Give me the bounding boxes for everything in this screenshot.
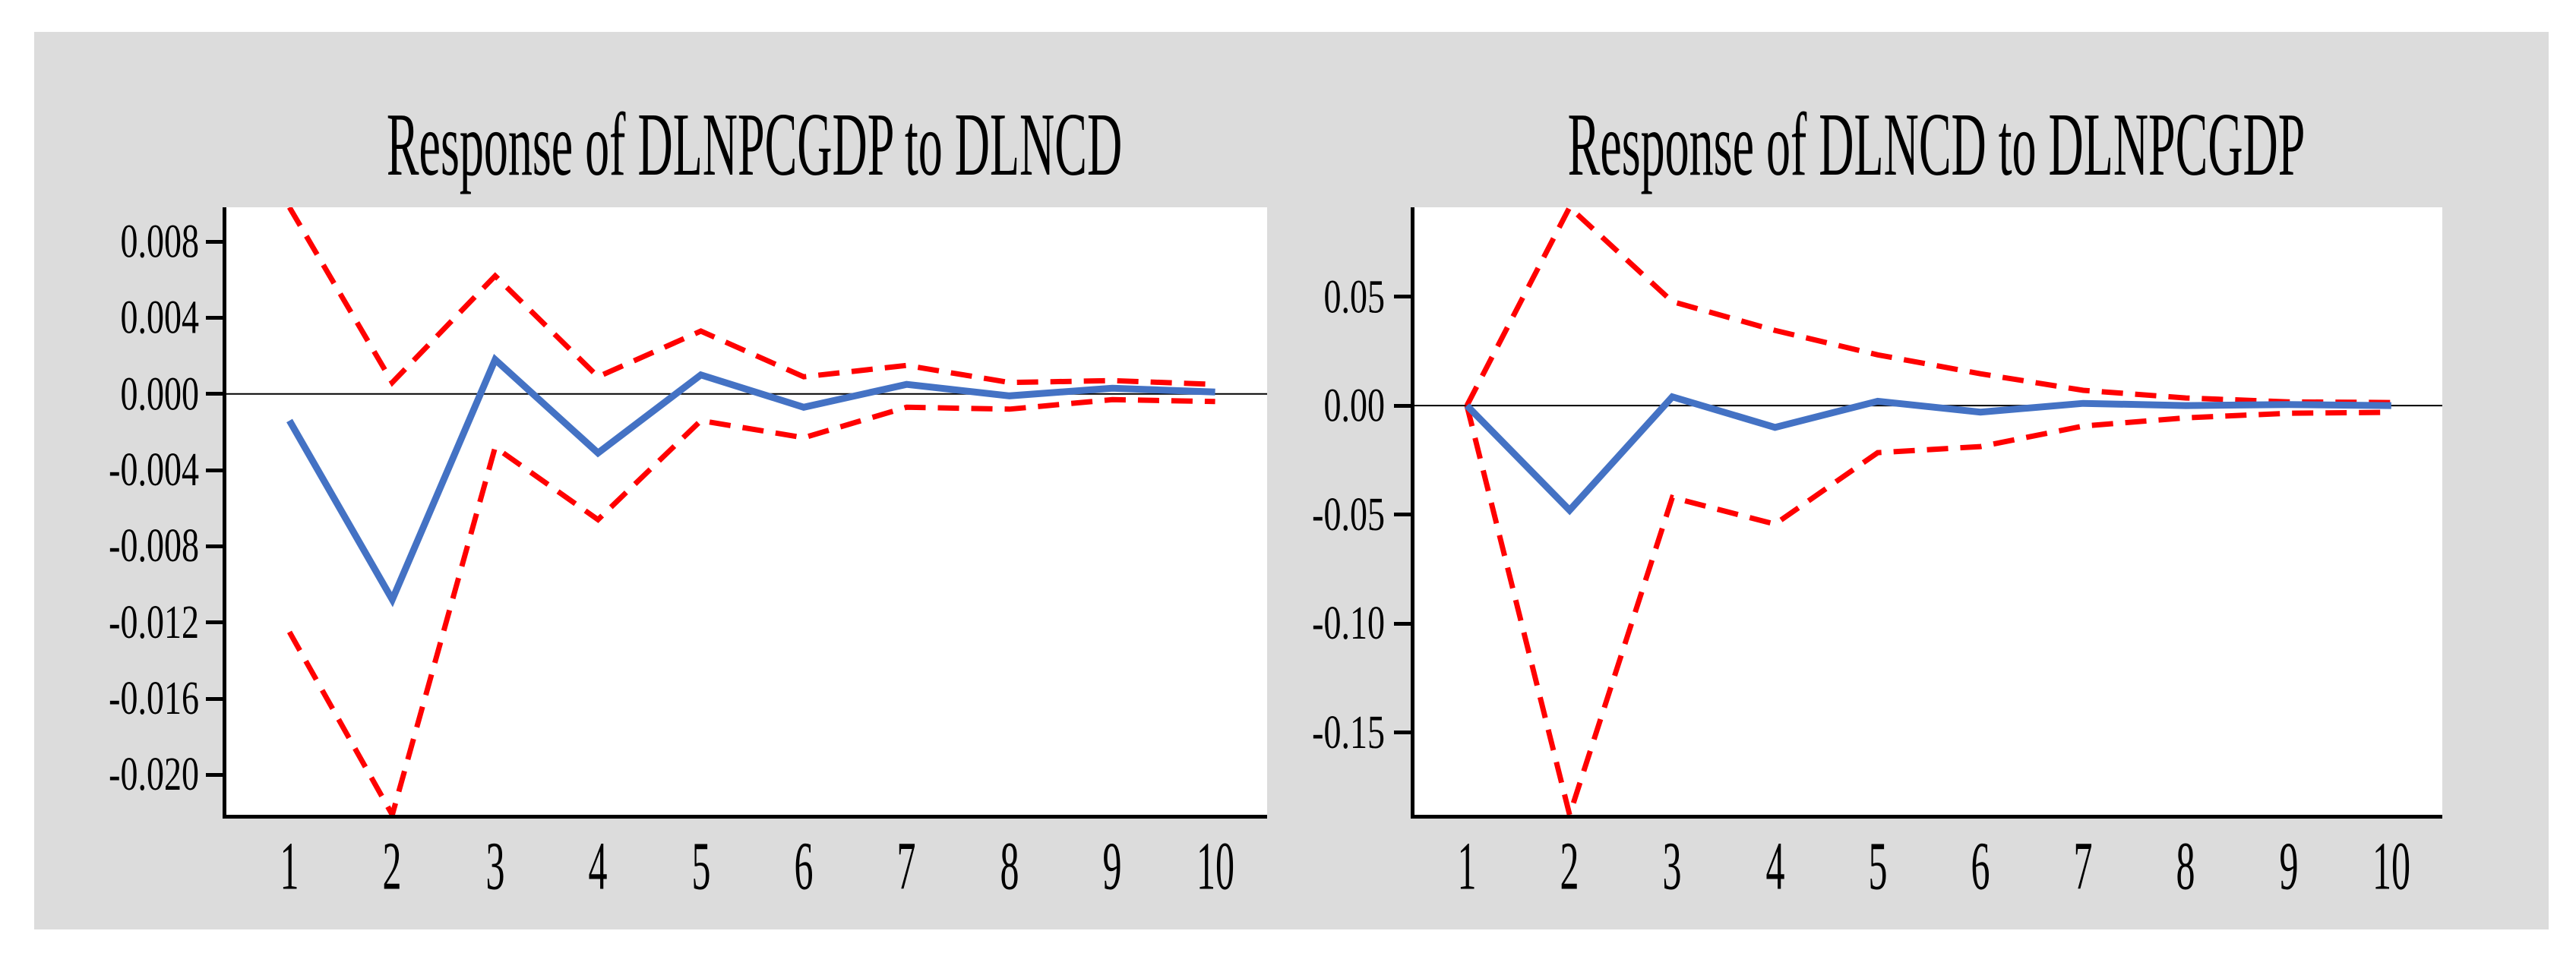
y-tick-mark bbox=[206, 469, 223, 472]
x-tick-label: 8 bbox=[1000, 827, 1019, 904]
y-tick-label: 0.008 bbox=[120, 214, 200, 267]
x-axis bbox=[223, 815, 1267, 819]
x-tick-label: 8 bbox=[2176, 827, 2195, 904]
x-tick-label: 7 bbox=[2073, 827, 2093, 904]
y-tick-label: 0.05 bbox=[1323, 270, 1386, 323]
x-tick-label: 1 bbox=[280, 827, 299, 904]
y-tick-mark bbox=[1394, 513, 1411, 516]
x-axis bbox=[1411, 815, 2442, 819]
x-tick-label: 1 bbox=[1457, 827, 1477, 904]
x-tick-label: 4 bbox=[588, 827, 608, 904]
x-tick-label: 3 bbox=[1662, 827, 1682, 904]
x-tick-label: 9 bbox=[2279, 827, 2299, 904]
y-tick-mark bbox=[1394, 731, 1411, 734]
y-tick-mark bbox=[206, 544, 223, 548]
y-tick-mark bbox=[1394, 295, 1411, 298]
y-axis bbox=[223, 207, 226, 819]
x-tick-label: 10 bbox=[2372, 827, 2410, 904]
y-tick-label: -0.05 bbox=[1312, 488, 1385, 541]
y-tick-label: -0.15 bbox=[1312, 705, 1385, 759]
y-tick-mark bbox=[206, 773, 223, 777]
lower-band-line bbox=[1464, 405, 2391, 815]
y-tick-label: -0.004 bbox=[109, 443, 199, 496]
y-tick-mark bbox=[206, 620, 223, 624]
response-line bbox=[286, 354, 1215, 607]
x-tick-label: 10 bbox=[1196, 827, 1234, 904]
y-tick-label: -0.008 bbox=[109, 519, 199, 572]
x-tick-label: 6 bbox=[794, 827, 814, 904]
irf-plot-svg bbox=[1414, 207, 2442, 815]
x-tick-label: 6 bbox=[1971, 827, 1990, 904]
x-tick-label: 7 bbox=[896, 827, 916, 904]
y-tick-label: 0.000 bbox=[120, 367, 200, 420]
y-tick-mark bbox=[206, 697, 223, 701]
y-tick-label: 0.00 bbox=[1323, 378, 1386, 431]
y-tick-label: -0.016 bbox=[109, 671, 199, 724]
y-tick-mark bbox=[1394, 404, 1411, 408]
upper-band-line bbox=[1464, 207, 2391, 407]
x-tick-label: 2 bbox=[382, 827, 402, 904]
x-tick-label: 5 bbox=[1868, 827, 1888, 904]
irf-plot-svg bbox=[226, 207, 1267, 815]
y-tick-label: -0.10 bbox=[1312, 596, 1385, 649]
x-tick-label: 2 bbox=[1560, 827, 1579, 904]
y-tick-label: -0.012 bbox=[109, 595, 199, 648]
plot-background bbox=[1414, 207, 2442, 815]
y-tick-mark bbox=[206, 240, 223, 244]
y-tick-label: -0.020 bbox=[109, 747, 199, 800]
lower-band-line bbox=[286, 396, 1215, 815]
y-axis bbox=[1411, 207, 1414, 819]
chart-title-left: Response of DLNPCGDP to DLNCD bbox=[386, 94, 1123, 194]
chart-title-right: Response of DLNCD to DLNPCGDP bbox=[1567, 94, 2306, 194]
x-tick-label: 3 bbox=[485, 827, 505, 904]
y-tick-mark bbox=[1394, 622, 1411, 626]
x-tick-label: 4 bbox=[1765, 827, 1785, 904]
response-line bbox=[1464, 393, 2391, 516]
y-tick-label: 0.004 bbox=[120, 290, 200, 343]
upper-band-line bbox=[286, 207, 1215, 387]
y-tick-mark bbox=[206, 316, 223, 320]
plot-background bbox=[226, 207, 1267, 815]
y-tick-mark bbox=[206, 392, 223, 396]
x-tick-label: 9 bbox=[1102, 827, 1122, 904]
x-tick-label: 5 bbox=[691, 827, 711, 904]
